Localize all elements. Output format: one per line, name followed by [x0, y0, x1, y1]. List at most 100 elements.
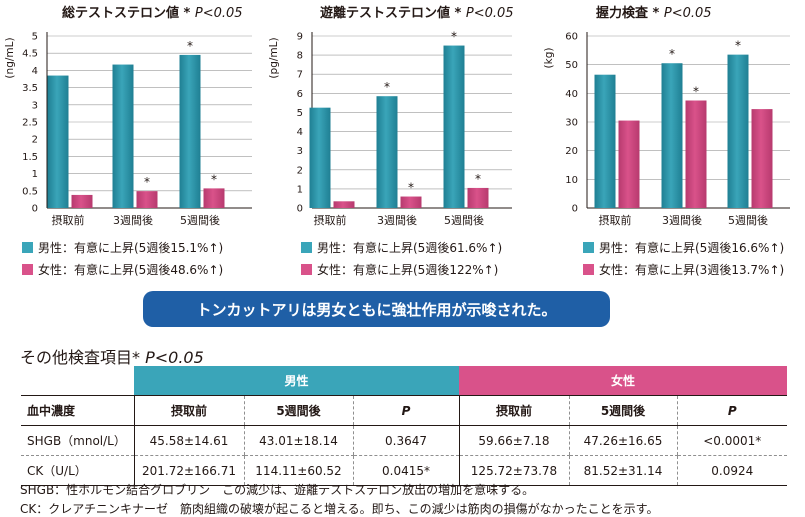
bar-female	[751, 109, 773, 208]
footnote-shgb: SHGB：性ホルモン結合グロブリン この減少は、遊離テストステロン放出の増加を意…	[20, 483, 535, 497]
significance-star: *	[384, 80, 390, 94]
legend-swatch-female	[22, 263, 33, 275]
legend-label: 男性：有意に上昇(5週後15.1%↑)	[38, 240, 224, 255]
y-tick-label: 4	[32, 66, 38, 77]
footnote-ck: CK：クレアチニンキナーゼ 筋肉組織の破壊が起こると増える。即ち、この減少は筋肉…	[20, 502, 659, 516]
significance-star: *	[735, 39, 741, 53]
y-tick-label: 10	[565, 175, 578, 186]
y-tick-label: 1	[32, 169, 38, 180]
significance-star: *	[408, 181, 414, 195]
bar-female	[685, 100, 707, 208]
header-female-p: P	[676, 395, 787, 426]
bar-male	[179, 54, 201, 208]
section-title: その他検査項目* P<0.05	[20, 344, 204, 368]
legend-label: 男性：有意に上昇(5週後16.6%↑)	[599, 240, 785, 255]
table-group-row: 男性 女性	[21, 366, 787, 396]
y-tick-label: 6	[297, 89, 303, 100]
y-tick-label: 2.5	[22, 118, 38, 129]
header-male-p: P	[352, 395, 459, 426]
significance-star: *	[693, 85, 699, 99]
chart-title-p: P<0.05	[465, 6, 514, 21]
table-cell: 43.01±18.14	[243, 425, 353, 456]
chart-title-p: P<0.05	[194, 6, 243, 21]
y-tick-label: 9	[297, 32, 303, 43]
legend-grip-strength: 男性：有意に上昇(5週後16.6%↑) 女性：有意に上昇(3週後13.7%↑)	[583, 236, 784, 280]
x-tick-label: 3週間後	[662, 213, 702, 227]
y-axis-label: (pg/mL)	[268, 37, 280, 78]
y-tick-label: 8	[297, 51, 303, 62]
legend-label: 女性：有意に上昇(5週後48.6%↑)	[38, 262, 224, 277]
significance-star: *	[669, 47, 675, 61]
x-tick-label: 3週間後	[113, 213, 153, 227]
legend-swatch-female	[301, 263, 312, 275]
table-cell: <0.0001*	[676, 425, 787, 456]
chart-title-text: 遊離テストステロン値 *	[320, 6, 462, 21]
y-tick-label: 2	[297, 165, 303, 176]
bar-female	[71, 194, 93, 208]
bar-female	[618, 120, 640, 208]
y-tick-label: 7	[297, 70, 303, 81]
bar-male	[309, 107, 331, 208]
y-tick-label: 0.5	[22, 186, 38, 197]
chart-title-text: 総テストステロン値 *	[62, 6, 191, 21]
legend-item-male: 男性：有意に上昇(5週後16.6%↑)	[583, 236, 784, 258]
y-tick-label: 3	[32, 100, 38, 111]
table-cell: 81.52±31.14	[568, 455, 677, 486]
header-male-5weeks: 5週間後	[243, 395, 353, 426]
legend-swatch-male	[583, 241, 594, 253]
chart-total-testosterone: 0 0.5 1 1.5 2 2.5 3 3.5 4 4.5 5 (ng/mL) 摂取前 * 3週間後 * * 5週…	[4, 32, 252, 227]
x-tick-label: 5週間後	[728, 213, 768, 227]
x-tick-label: 5週間後	[180, 213, 220, 227]
row-label: CK（U/L）	[21, 455, 134, 486]
bar-male	[112, 64, 134, 208]
significance-star: *	[475, 172, 481, 186]
bar-female	[203, 188, 225, 208]
significance-star: *	[211, 172, 217, 186]
y-tick-label: 3.5	[22, 83, 38, 94]
chart-grip-strength: 0 10 20 30 40 50 60 (kg) 摂取前 * * 3週間後 * 5週間後	[543, 32, 790, 227]
chart-title-text: 握力検査 *	[596, 6, 660, 21]
legend-swatch-male	[301, 241, 312, 253]
table-header-row: 血中濃度 摂取前 5週間後 P 摂取前 5週間後 P	[21, 395, 787, 426]
bar-female	[333, 201, 355, 208]
table-cell: 45.58±14.61	[133, 425, 244, 456]
bar-male	[47, 75, 69, 208]
row-label: SHGB（mnol/L）	[21, 425, 134, 456]
x-tick-label: 摂取前	[599, 213, 632, 227]
bar-male	[594, 74, 616, 208]
legend-swatch-male	[22, 241, 33, 253]
legend-item-female: 女性：有意に上昇(3週後13.7%↑)	[583, 258, 784, 280]
header-blood-concentration: 血中濃度	[21, 395, 134, 426]
table-cell: 125.72±73.78	[458, 455, 569, 486]
legend-item-male: 男性：有意に上昇(5週後15.1%↑)	[22, 236, 223, 258]
table-corner-cell	[21, 366, 134, 396]
y-tick-label: 50	[565, 60, 578, 71]
bar-male	[443, 45, 465, 208]
y-tick-label: 0	[297, 204, 303, 215]
legend-total-testosterone: 男性：有意に上昇(5週後15.1%↑) 女性：有意に上昇(5週後48.6%↑)	[22, 236, 223, 280]
y-tick-label: 3	[297, 146, 303, 157]
section-title-p: P<0.05	[145, 348, 204, 367]
table-row: CK（U/L） 201.72±166.71 114.11±60.52 0.041…	[21, 455, 787, 486]
bar-female	[400, 196, 422, 208]
significance-star: *	[144, 175, 150, 189]
y-tick-label: 60	[565, 32, 578, 43]
table-cell: 201.72±166.71	[133, 455, 244, 486]
chart-title-p: P<0.05	[663, 6, 712, 21]
legend-swatch-female	[583, 263, 594, 275]
legend-free-testosterone: 男性：有意に上昇(5週後61.6%↑) 女性：有意に上昇(5週後122%↑)	[301, 236, 502, 280]
y-tick-label: 4	[297, 127, 303, 138]
y-tick-label: 2	[32, 135, 38, 146]
group-header-male: 男性	[134, 366, 459, 396]
table-cell: 0.0924	[676, 455, 787, 486]
chart-free-testosterone: 0 1 2 3 4 5 6 7 8 9 (pg/mL) 摂取前 * * 3週間後 * * 5週間後	[268, 30, 512, 227]
table-cell: 0.3647	[352, 425, 459, 456]
y-tick-label: 0	[572, 204, 578, 215]
lab-results-table: 男性 女性 血中濃度 摂取前 5週間後 P 摂取前 5週間後 P SHGB（mn…	[21, 366, 787, 486]
legend-label: 男性：有意に上昇(5週後61.6%↑)	[317, 240, 503, 255]
y-axis-label: (kg)	[543, 48, 555, 69]
x-tick-label: 摂取前	[314, 213, 347, 227]
x-tick-label: 摂取前	[52, 213, 85, 227]
header-male-before: 摂取前	[133, 395, 244, 426]
y-tick-label: 0	[32, 204, 38, 215]
